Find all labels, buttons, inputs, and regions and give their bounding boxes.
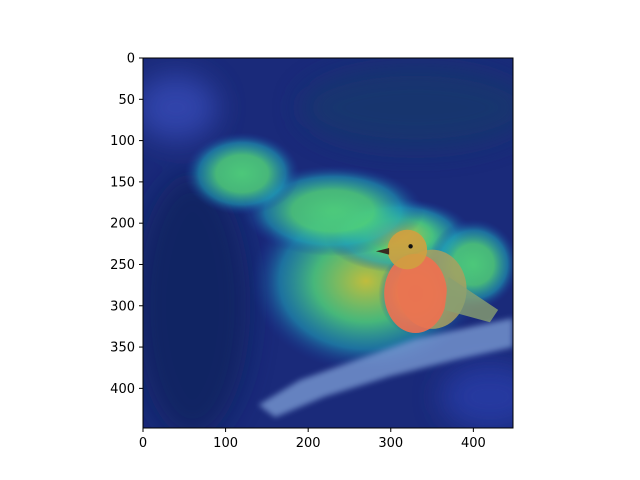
branch [258,318,513,418]
axes-frame [142,57,514,429]
x-tick-label: 200 [296,436,321,451]
y-tick-label: 350 [110,341,135,356]
y-tick-label: 200 [110,217,135,232]
x-tick-label: 400 [461,436,486,451]
y-tick-label: 0 [127,52,135,67]
y-tick-label: 400 [110,382,135,397]
x-axis: 0 100 200 300 400 [139,428,486,451]
bird-tail [444,276,499,323]
bird-eye [408,244,413,249]
x-tick-label: 300 [378,436,403,451]
bird-head [387,229,428,270]
y-tick-label: 100 [110,134,135,149]
heat-hotspot [184,132,300,215]
background-texture [143,66,513,428]
y-tick-label: 150 [110,175,135,190]
x-tick-label: 100 [213,436,238,451]
heatmap-image [143,58,513,428]
y-tick-label: 300 [110,299,135,314]
bird-breast [384,253,447,334]
y-tick-label: 50 [118,93,135,108]
y-tick-label: 250 [110,258,135,273]
x-tick-label: 0 [139,436,147,451]
y-axis: 0 50 100 150 200 250 300 350 400 [110,52,143,397]
bird-beak [375,247,390,255]
bird [375,229,499,334]
